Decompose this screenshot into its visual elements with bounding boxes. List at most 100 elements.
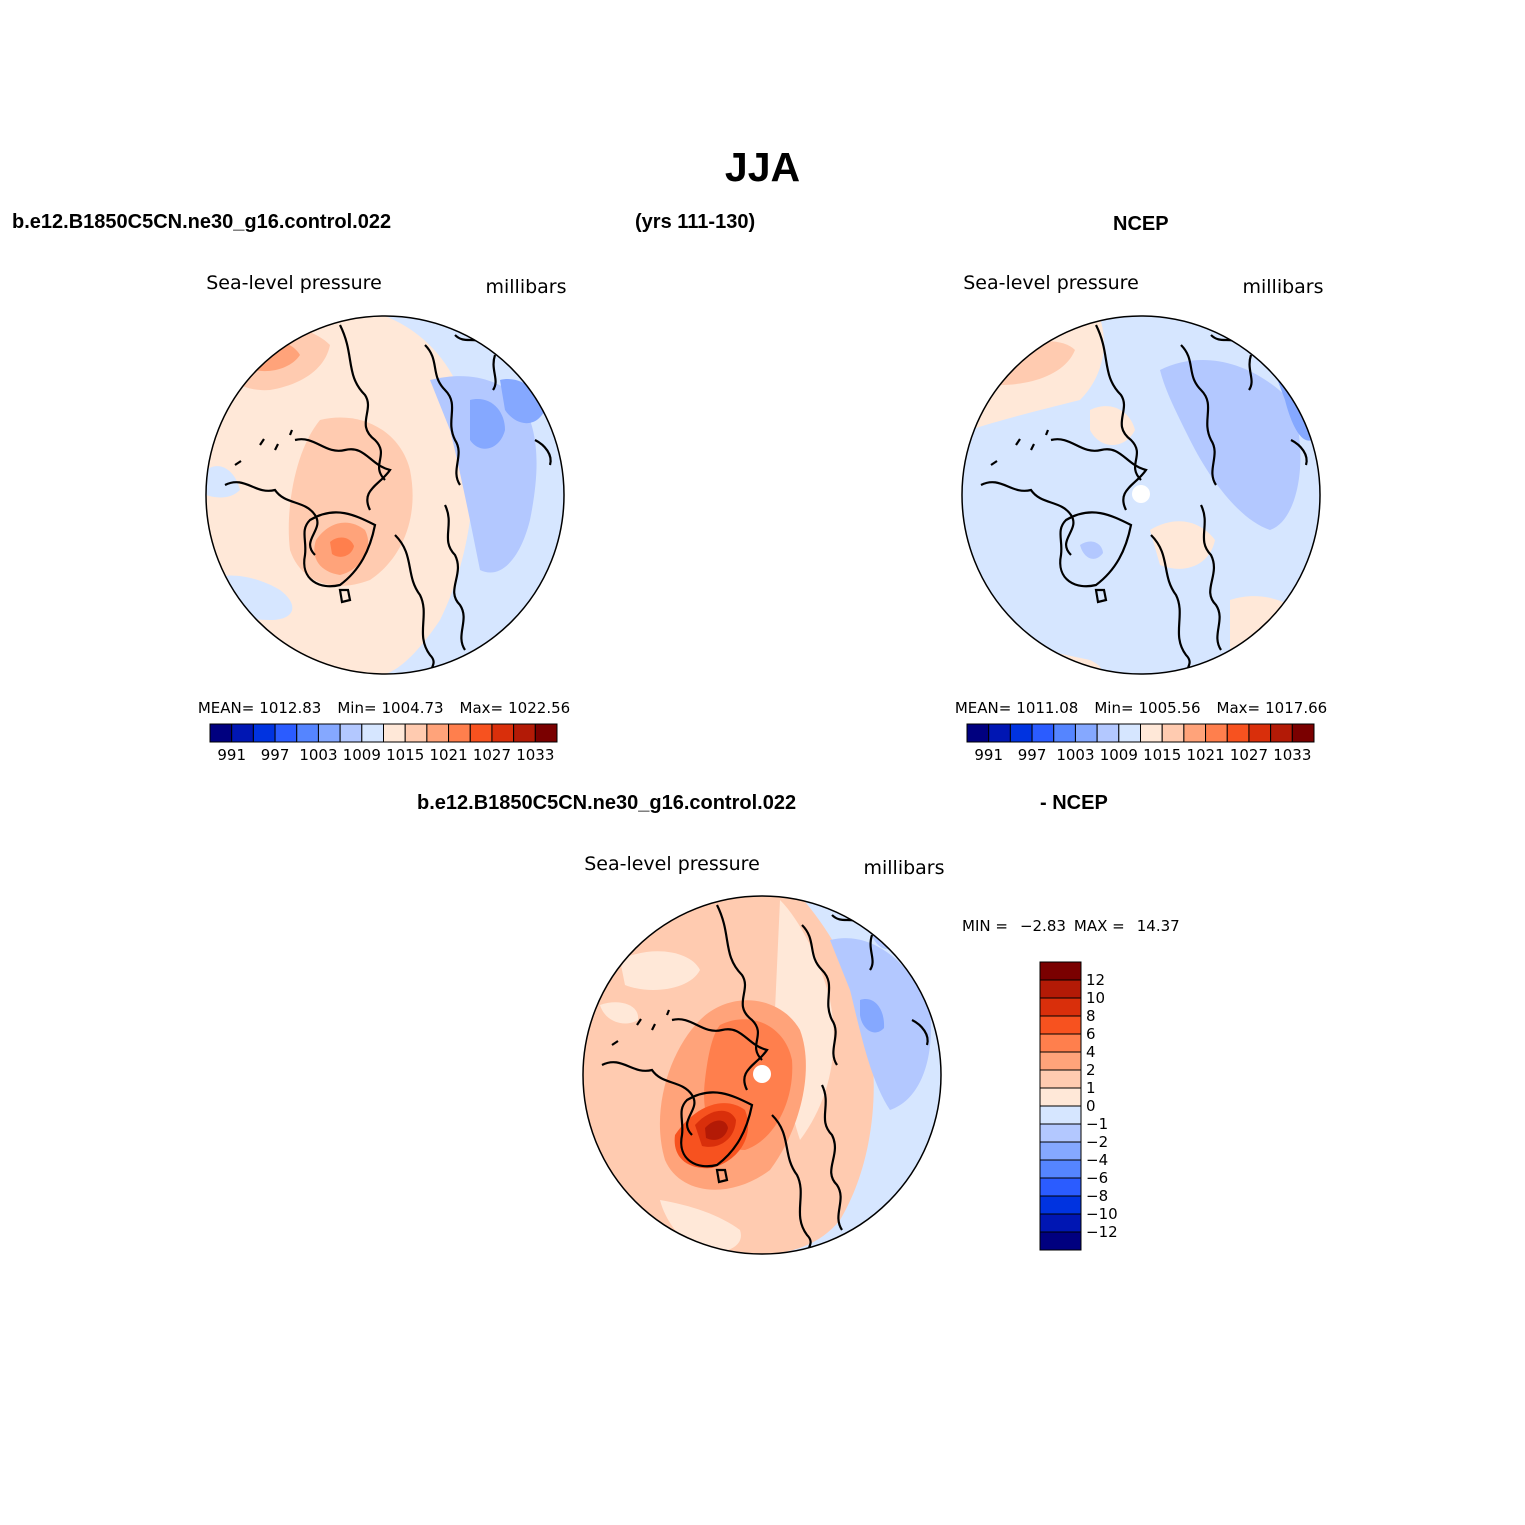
diff-case-label: b.e12.B1850C5CN.ne30_g16.control.022 [417,792,797,814]
diff-max-value: 14.37 [1137,917,1180,935]
colorbar-swatch [361,723,384,743]
colorbar-swatch [1039,1177,1082,1197]
colorbar-swatch [966,723,990,743]
model-max-value: 1022.56 [508,699,570,717]
colorbar-tick-label: 997 [261,746,290,764]
obs-mean-label: MEAN= [955,699,1011,717]
colorbar-swatch [491,723,515,743]
colorbar-tick-label: 1027 [473,746,511,764]
diff-max-label: MAX = [1074,917,1125,935]
colorbar-swatch [209,723,233,743]
obs-field-title: Sea-level pressure [963,272,1139,294]
colorbar-tick-label: −8 [1086,1187,1108,1205]
colorbar-swatch [1270,723,1293,743]
colorbar-tick-label: 1003 [299,746,337,764]
diff-units-label: millibars [863,857,944,879]
model-min-label: Min= [337,699,376,717]
colorbar-tick-label: 2 [1086,1061,1096,1079]
colorbar-swatch [1009,723,1033,743]
model-min-value: 1004.73 [382,699,444,717]
colorbar-tick-label: −2 [1086,1133,1108,1151]
colorbar-tick-label: 10 [1086,989,1105,1007]
colorbar-swatch [1161,723,1185,743]
colorbar-swatch [1118,723,1141,743]
colorbar-swatch [1140,723,1163,743]
colorbar-swatch [513,723,536,743]
colorbar-tick-label: 1009 [343,746,381,764]
colorbar-tick-label: 0 [1086,1097,1096,1115]
colorbar-swatch [1039,1015,1082,1035]
panel-obs: Sea-level pressure millibars MEAN= 1011.0… [955,272,1327,764]
obs-colorbar: 991 997 1003 1009 1015 1021 1027 1033 [966,723,1315,764]
model-max-label: Max= [460,699,504,717]
colorbar-swatch [1183,723,1207,743]
colorbar-swatch [1039,1105,1082,1125]
diff-min-label: MIN = [962,917,1008,935]
obs-stats: MEAN= 1011.08 Min= 1005.56 Max= 1017.66 [955,699,1327,717]
colorbar-tick-label: 1033 [516,746,554,764]
colorbar-swatch [1205,723,1228,743]
colorbar-swatch [1053,723,1076,743]
model-stats: MEAN= 1012.83 Min= 1004.73 Max= 1022.56 [198,699,570,717]
colorbar-swatch [534,723,558,743]
colorbar-tick-label: 8 [1086,1007,1096,1025]
obs-name-label: NCEP [1113,213,1169,235]
colorbar-tick-label: −4 [1086,1151,1108,1169]
colorbar-swatch [1039,1051,1082,1071]
colorbar-tick-label: 1021 [429,746,467,764]
colorbar-tick-label: 1003 [1056,746,1094,764]
colorbar-tick-label: −12 [1086,1223,1118,1241]
colorbar-swatch [1291,723,1315,743]
colorbar-tick-label: 1 [1086,1079,1096,1097]
diff-obs-label: - NCEP [1040,792,1108,814]
colorbar-tick-label: 4 [1086,1043,1096,1061]
colorbar-swatch [404,723,428,743]
colorbar-swatch [252,723,276,743]
years-label: (yrs 111-130) [635,211,756,233]
colorbar-tick-label: 997 [1018,746,1047,764]
colorbar-swatch [317,723,341,743]
colorbar-swatch [1096,723,1120,743]
colorbar-tick-label: 1015 [386,746,424,764]
colorbar-swatch [1039,1159,1082,1179]
colorbar-swatch [1039,1231,1082,1251]
colorbar-tick-label: 1021 [1186,746,1224,764]
figure-title: JJA [724,144,801,190]
model-map [206,316,564,674]
obs-map [962,316,1320,674]
model-mean-value: 1012.83 [259,699,321,717]
obs-min-label: Min= [1094,699,1133,717]
colorbar-swatch [1039,979,1082,999]
colorbar-swatch [1226,723,1250,743]
colorbar-swatch [1031,723,1055,743]
colorbar-swatch [1039,1195,1082,1215]
colorbar-tick-label: 1015 [1143,746,1181,764]
colorbar-swatch [988,723,1011,743]
colorbar-swatch [1039,1087,1082,1107]
colorbar-tick-label: 991 [974,746,1003,764]
colorbar-swatch [339,723,363,743]
obs-max-value: 1017.66 [1265,699,1327,717]
colorbar-tick-label: −10 [1086,1205,1118,1223]
colorbar-swatch [426,723,450,743]
obs-max-label: Max= [1217,699,1261,717]
colorbar-swatch [448,723,471,743]
colorbar-swatch [1039,961,1082,981]
obs-min-value: 1005.56 [1139,699,1201,717]
colorbar-swatch [1039,1213,1082,1233]
diff-map [583,896,941,1254]
colorbar-tick-label: 991 [217,746,246,764]
panel-difference: Sea-level pressure millibars [582,853,1180,1255]
colorbar-swatch [296,723,319,743]
colorbar-swatch [1039,1069,1082,1089]
colorbar-swatch [1248,723,1272,743]
obs-units-label: millibars [1242,276,1323,298]
model-colorbar: 991 997 1003 1009 1015 1021 1027 1033 [209,723,558,764]
colorbar-tick-label: 1033 [1273,746,1311,764]
colorbar-tick-label: 1009 [1100,746,1138,764]
colorbar-swatch [274,723,298,743]
diff-min-value: −2.83 [1020,917,1066,935]
